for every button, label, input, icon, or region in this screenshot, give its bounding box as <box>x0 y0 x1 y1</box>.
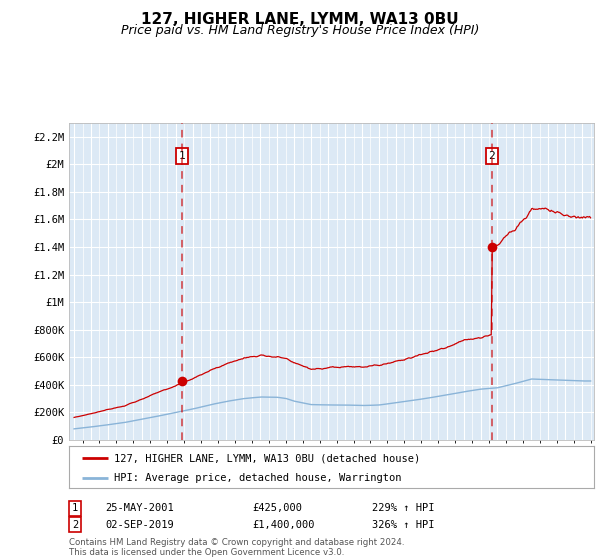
Text: HPI: Average price, detached house, Warrington: HPI: Average price, detached house, Warr… <box>113 473 401 483</box>
Text: 229% ↑ HPI: 229% ↑ HPI <box>372 503 434 514</box>
Text: 2: 2 <box>72 520 78 530</box>
Text: 127, HIGHER LANE, LYMM, WA13 0BU (detached house): 127, HIGHER LANE, LYMM, WA13 0BU (detach… <box>113 453 420 463</box>
Text: 25-MAY-2001: 25-MAY-2001 <box>105 503 174 514</box>
Text: £1,400,000: £1,400,000 <box>252 520 314 530</box>
Text: 326% ↑ HPI: 326% ↑ HPI <box>372 520 434 530</box>
Text: £425,000: £425,000 <box>252 503 302 514</box>
Text: 02-SEP-2019: 02-SEP-2019 <box>105 520 174 530</box>
Text: Contains HM Land Registry data © Crown copyright and database right 2024.
This d: Contains HM Land Registry data © Crown c… <box>69 538 404 557</box>
Text: Price paid vs. HM Land Registry's House Price Index (HPI): Price paid vs. HM Land Registry's House … <box>121 24 479 36</box>
Text: 1: 1 <box>72 503 78 514</box>
Text: 1: 1 <box>179 151 185 161</box>
Text: 127, HIGHER LANE, LYMM, WA13 0BU: 127, HIGHER LANE, LYMM, WA13 0BU <box>141 12 459 27</box>
Text: 2: 2 <box>488 151 495 161</box>
